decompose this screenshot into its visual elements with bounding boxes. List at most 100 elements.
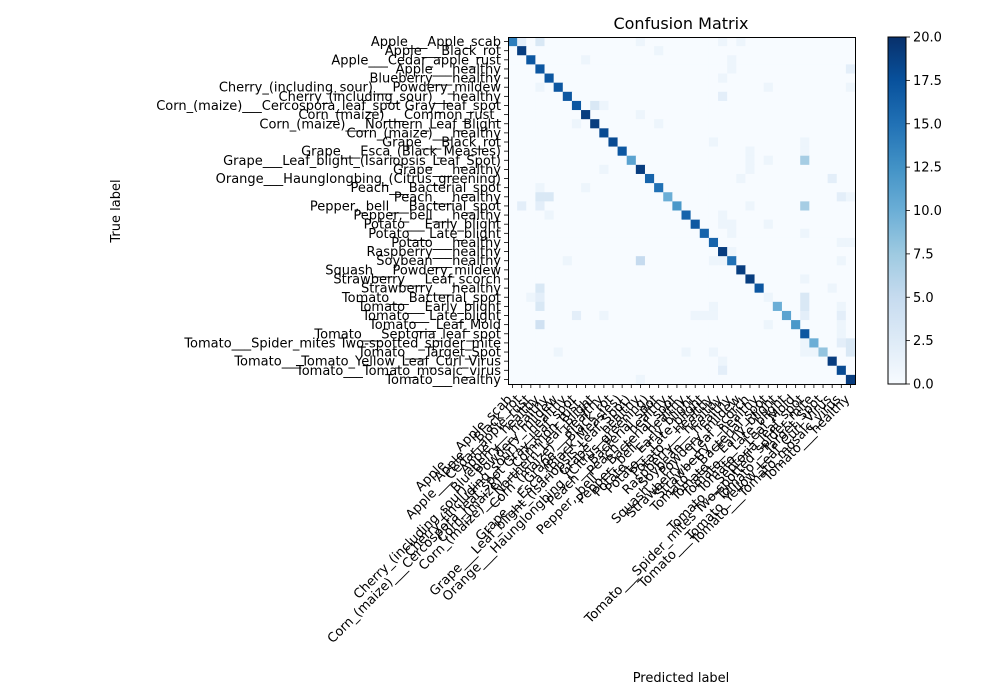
matrix-cell [772, 128, 783, 138]
matrix-cell [599, 283, 609, 294]
matrix-cell [681, 37, 692, 47]
matrix-cell [608, 237, 618, 248]
matrix-cell [800, 247, 810, 257]
matrix-cell [718, 283, 728, 294]
matrix-cell [754, 228, 765, 239]
matrix-cell [754, 283, 765, 294]
matrix-cell [599, 137, 609, 147]
matrix-cell [590, 338, 600, 348]
matrix-cell [845, 192, 856, 202]
matrix-cell [827, 338, 838, 348]
matrix-cell [800, 219, 810, 230]
matrix-cell [781, 192, 792, 202]
matrix-cell [708, 283, 719, 294]
matrix-cell [590, 292, 600, 303]
matrix-cell [553, 137, 564, 147]
matrix-cell [599, 210, 609, 221]
matrix-cell [535, 320, 545, 330]
matrix-cell [535, 46, 545, 56]
matrix-cell [617, 46, 628, 56]
matrix-cell [736, 82, 746, 93]
matrix-cell [791, 137, 801, 147]
matrix-cell [809, 301, 819, 312]
matrix-cell [718, 82, 728, 93]
matrix-cell [562, 82, 573, 93]
matrix-cell [654, 73, 664, 84]
matrix-cell [718, 46, 728, 56]
matrix-cell [571, 164, 582, 175]
matrix-cell [754, 320, 765, 330]
matrix-cell [644, 247, 655, 257]
matrix-cell [763, 46, 774, 56]
matrix-cell [581, 237, 591, 248]
matrix-cell [827, 73, 838, 84]
matrix-cell [845, 210, 856, 221]
matrix-cell [617, 347, 628, 357]
matrix-cell [708, 173, 719, 184]
y-tick-label: Potato___healthy [391, 236, 501, 251]
matrix-cell [681, 100, 692, 111]
matrix-cell [581, 347, 591, 357]
matrix-cell [617, 320, 628, 330]
matrix-cell [772, 320, 783, 330]
colorbar-tick-label: 2.5 [913, 334, 934, 349]
matrix-cell [508, 137, 518, 147]
matrix-cell [535, 374, 545, 385]
matrix-cell [690, 201, 701, 211]
matrix-cell [827, 201, 838, 211]
matrix-cell [654, 55, 664, 65]
matrix-cell [745, 110, 755, 120]
matrix-cell [608, 37, 618, 47]
matrix-cell [827, 228, 838, 239]
matrix-cell [590, 283, 600, 294]
matrix-cell [827, 55, 838, 65]
matrix-cell [553, 192, 564, 202]
matrix-cell [644, 100, 655, 111]
matrix-cell [617, 237, 628, 248]
matrix-cell [708, 91, 719, 102]
matrix-cell [708, 82, 719, 93]
matrix-cell [827, 146, 838, 157]
matrix-cell [681, 173, 692, 184]
matrix-cell [626, 374, 637, 385]
colorbar-tick-label: 20.0 [913, 31, 942, 46]
matrix-cell [571, 173, 582, 184]
matrix-cell [772, 301, 783, 312]
matrix-cell [571, 356, 582, 367]
matrix-cell [672, 119, 682, 129]
matrix-cell [608, 283, 618, 294]
matrix-cell [736, 256, 746, 266]
matrix-cell [599, 37, 609, 47]
matrix-cell [772, 91, 783, 102]
matrix-cell [690, 329, 701, 339]
y-tick-label: Grape___healthy [393, 163, 501, 178]
matrix-cell [800, 365, 810, 376]
matrix-cell [699, 292, 710, 303]
matrix-cell [654, 146, 664, 157]
matrix-cell [663, 320, 673, 330]
matrix-cell [818, 356, 828, 367]
matrix-cell [590, 91, 600, 102]
matrix-cell [508, 55, 518, 65]
matrix-cell [635, 137, 646, 147]
matrix-cell [626, 320, 637, 330]
plot-frame [508, 37, 856, 385]
matrix-cell [672, 310, 682, 321]
matrix-cell [617, 164, 628, 175]
matrix-cell [599, 192, 609, 202]
matrix-cell [644, 173, 655, 184]
matrix-cell [781, 37, 792, 47]
y-tick-label: Tomato___Tomato_mosaic_virus [295, 364, 501, 379]
matrix-cell [754, 347, 765, 357]
matrix-cell [535, 201, 545, 211]
matrix-cell [581, 329, 591, 339]
y-tick-label: Raspberry___healthy [367, 245, 502, 260]
matrix-cell [644, 320, 655, 330]
y-tick-label: Tomato___healthy [384, 373, 501, 388]
matrix-cell [517, 356, 527, 367]
matrix-cell [845, 128, 856, 138]
matrix-cell [754, 155, 765, 166]
matrix-cell [836, 146, 847, 157]
matrix-cell [608, 374, 618, 385]
matrix-cell [791, 46, 801, 56]
